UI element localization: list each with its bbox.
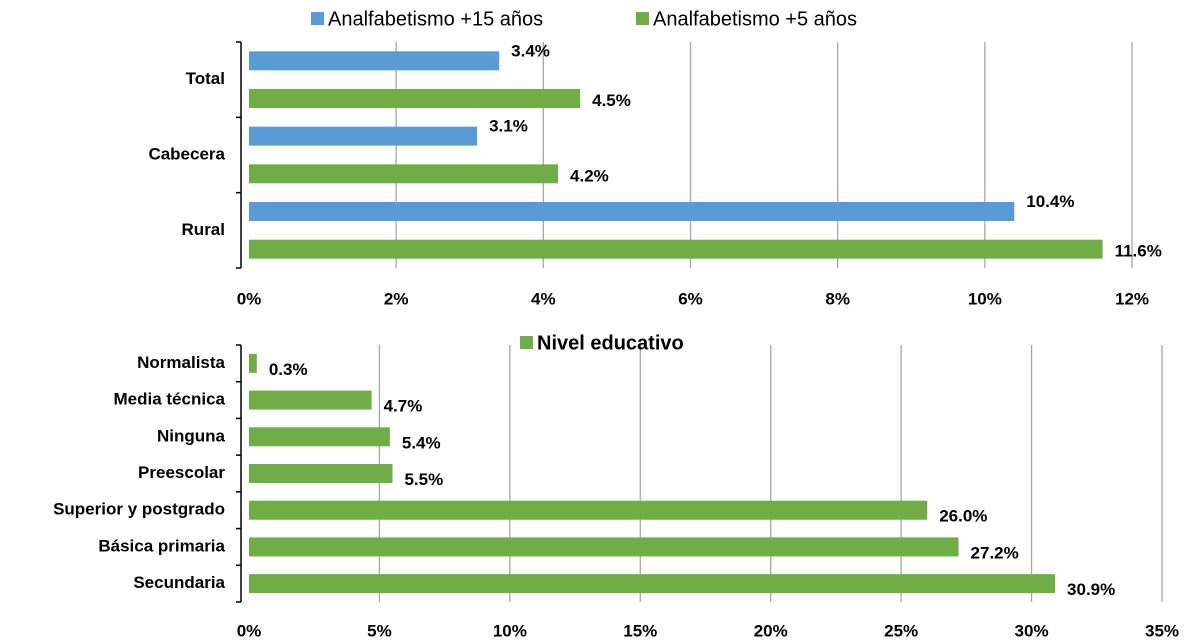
- value-label: 5.5%: [404, 470, 443, 489]
- value-label: 3.1%: [489, 117, 528, 136]
- x-tick-label: 12%: [1115, 289, 1149, 308]
- value-label: 10.4%: [1026, 192, 1074, 211]
- legend-label: Analfabetismo +15 años: [328, 8, 543, 30]
- x-tick-label: 0%: [237, 289, 262, 308]
- y-tick-label: Básica primaria: [98, 536, 225, 555]
- y-tick-label: Ninguna: [157, 426, 226, 445]
- y-tick-label: Superior y postgrado: [53, 500, 225, 519]
- x-tick-label: 6%: [678, 289, 703, 308]
- value-label: 3.4%: [511, 41, 550, 60]
- bar: [249, 202, 1015, 221]
- y-tick-label: Secundaria: [133, 573, 225, 592]
- x-tick-label: 5%: [367, 621, 392, 640]
- value-label: 5.4%: [402, 433, 441, 452]
- x-tick-label: 8%: [825, 289, 850, 308]
- bar: [249, 89, 581, 108]
- x-tick-label: 35%: [1145, 621, 1179, 640]
- y-tick-label: Cabecera: [148, 144, 225, 163]
- value-label: 4.5%: [592, 91, 631, 110]
- x-tick-label: 4%: [531, 289, 556, 308]
- bar: [249, 574, 1056, 594]
- legend-swatch: [520, 336, 533, 349]
- bar: [249, 500, 928, 520]
- bar: [249, 390, 372, 410]
- x-tick-label: 2%: [384, 289, 409, 308]
- x-tick-label: 0%: [237, 621, 262, 640]
- bar: [249, 464, 393, 483]
- bar: [249, 353, 257, 373]
- value-label: 4.2%: [570, 166, 609, 185]
- x-tick-label: 20%: [754, 621, 788, 640]
- legend-label: Nivel educativo: [537, 332, 684, 354]
- x-tick-label: 25%: [884, 621, 918, 640]
- x-tick-label: 30%: [1015, 621, 1049, 640]
- bar: [249, 427, 390, 447]
- y-tick-label: Normalista: [137, 353, 225, 372]
- y-tick-label: Total: [186, 69, 225, 88]
- legend-swatch: [636, 12, 649, 25]
- value-label: 4.7%: [384, 397, 423, 416]
- x-tick-label: 15%: [623, 621, 657, 640]
- x-tick-label: 10%: [493, 621, 527, 640]
- y-tick-label: Rural: [182, 220, 225, 239]
- legend-swatch: [311, 12, 324, 25]
- bar: [249, 51, 500, 71]
- y-tick-label: Media técnica: [114, 390, 226, 409]
- bar: [249, 164, 559, 184]
- bar: [249, 537, 959, 557]
- bar: [249, 126, 478, 146]
- value-label: 0.3%: [269, 360, 308, 379]
- bar: [249, 239, 1103, 259]
- legend-label: Analfabetismo +5 años: [653, 8, 857, 30]
- value-label: 30.9%: [1067, 580, 1115, 599]
- value-label: 11.6%: [1115, 242, 1162, 261]
- value-label: 26.0%: [939, 507, 987, 526]
- y-tick-label: Preescolar: [138, 463, 225, 482]
- x-tick-label: 10%: [968, 289, 1002, 308]
- value-label: 27.2%: [971, 543, 1019, 562]
